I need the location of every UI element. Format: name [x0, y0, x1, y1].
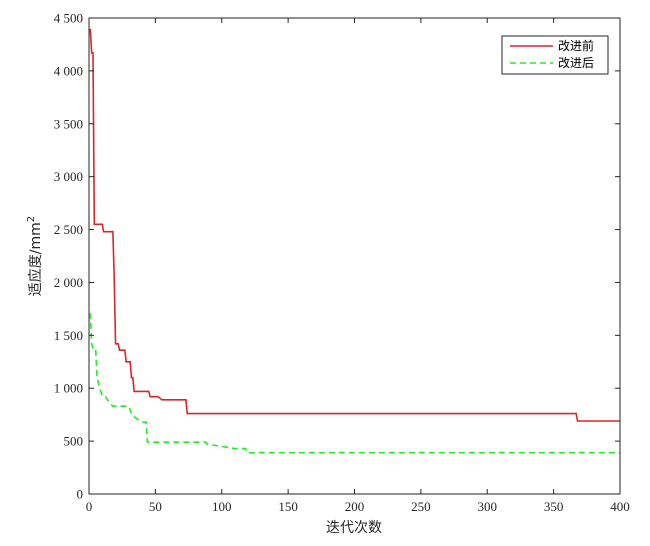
x-tick-label: 200 [345, 499, 365, 514]
series-line-after [89, 313, 620, 454]
legend: 改进前 改进后 [501, 35, 609, 75]
y-tick-label: 1 000 [54, 381, 83, 396]
y-axis-title: 适应度/mm2 [26, 216, 44, 296]
x-tick-label: 0 [86, 499, 93, 514]
y-tick-label: 2 500 [54, 222, 83, 237]
x-tick-label: 100 [212, 499, 232, 514]
y-axis: 0 500 1 000 1 500 2 000 2 500 3 000 3 500 4 000 4… [54, 11, 620, 502]
x-tick-label: 50 [149, 499, 162, 514]
y-tick-label: 4 500 [54, 11, 83, 26]
y-tick-label: 1 500 [54, 328, 83, 343]
y-tick-label: 4 000 [54, 63, 83, 78]
x-axis-title: 迭代次数 [326, 520, 382, 536]
legend-label-after: 改进后 [558, 56, 594, 70]
y-tick-label: 3 000 [54, 169, 83, 184]
y-tick-label: 2 000 [54, 275, 83, 290]
plot-area [89, 18, 620, 494]
x-tick-label: 400 [610, 499, 630, 514]
x-tick-label: 150 [278, 499, 298, 514]
y-tick-label: 0 [77, 487, 84, 502]
x-axis: 0 50 100 150 200 250 300 350 400 [86, 18, 630, 514]
y-tick-label: 3 500 [54, 116, 83, 131]
legend-label-before: 改进前 [558, 38, 594, 53]
y-tick-label: 500 [64, 434, 84, 449]
x-tick-label: 300 [478, 499, 498, 514]
series-line-before [89, 28, 620, 422]
x-tick-label: 250 [411, 499, 431, 514]
x-tick-label: 350 [544, 499, 564, 514]
y-axis-title-superscript: 2 [26, 216, 37, 222]
y-axis-title-main: 适应度/mm [27, 222, 44, 296]
series-layer [89, 28, 620, 454]
legend-box [501, 35, 609, 75]
